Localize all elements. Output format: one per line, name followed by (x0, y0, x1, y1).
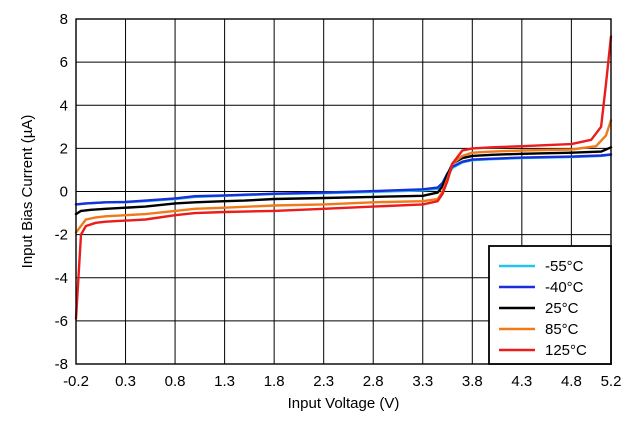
y-tick-label: 6 (60, 54, 68, 71)
x-tick-label: 4.3 (511, 373, 532, 390)
y-tick-label: 2 (60, 140, 68, 157)
x-tick-label: 3.3 (412, 373, 433, 390)
series-line (74, 146, 613, 216)
y-tick-label: -2 (55, 227, 68, 244)
series-line (74, 119, 613, 234)
x-tick-label: 1.3 (214, 373, 235, 390)
y-tick-label: -6 (55, 313, 68, 330)
y-tick-label: 4 (60, 97, 68, 114)
plot-frame (75, 18, 612, 365)
y-tick-label: 8 (60, 11, 68, 28)
series-line (74, 153, 613, 206)
series-lines (74, 35, 613, 320)
legend-label: 85°C (545, 321, 579, 338)
x-tick-label: 1.8 (264, 373, 285, 390)
x-tick-label: 2.8 (363, 373, 384, 390)
legend-label: 25°C (545, 300, 579, 317)
y-tick-label: -4 (55, 270, 68, 287)
x-tick-label: 4.8 (561, 373, 582, 390)
x-tick-label: 5.2 (601, 373, 622, 390)
x-tick-label: 2.3 (313, 373, 334, 390)
x-tick-labels: -0.2 0.3 0.8 1.3 1.8 2.3 2.8 3.3 3.8 4.3 4.8 5.2 (63, 373, 621, 390)
y-tick-label: 0 (60, 184, 68, 201)
x-tick-label: 0.8 (165, 373, 186, 390)
y-tick-labels: -8 -6 -4 -2 0 2 4 6 8 (55, 11, 68, 373)
x-tick-label: 0.3 (115, 373, 136, 390)
legend-label: 125°C (545, 342, 587, 359)
x-axis-title: Input Voltage (V) (288, 395, 400, 412)
x-tick-label: -0.2 (63, 373, 89, 390)
x-tick-label: 3.8 (462, 373, 483, 390)
legend-label: -40°C (545, 279, 584, 296)
legend-items: -55°C -40°C 25°C 85°C 125°C (499, 258, 587, 359)
legend: -55°C -40°C 25°C 85°C 125°C (488, 245, 612, 365)
y-tick-label: -8 (55, 356, 68, 373)
series-line (74, 35, 613, 320)
y-axis-title: Input Bias Current (µA) (19, 115, 36, 269)
legend-label: -55°C (545, 258, 584, 275)
